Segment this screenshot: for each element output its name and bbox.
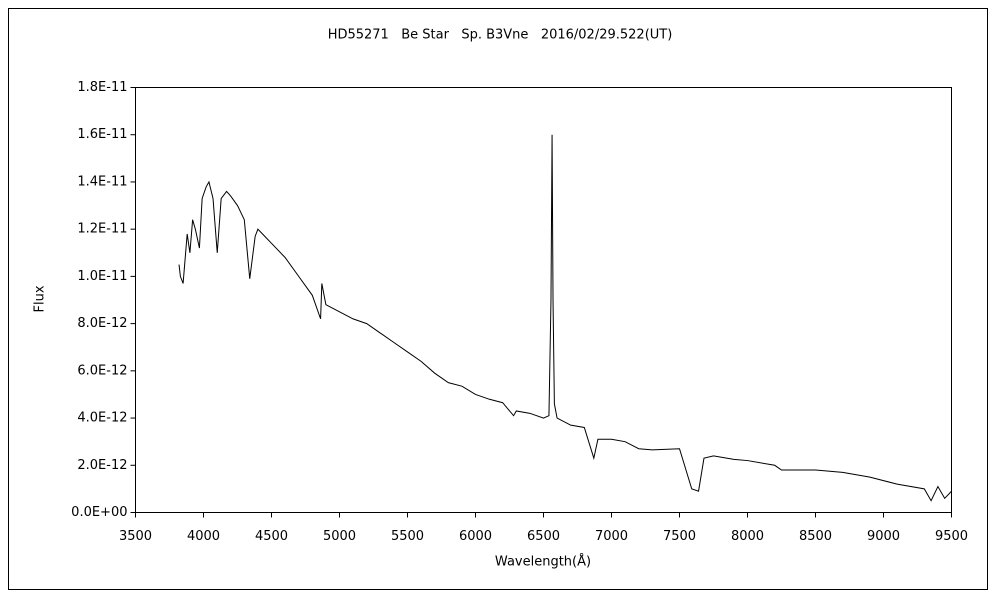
- x-tick-label: 7500: [663, 529, 696, 544]
- frame: [8, 8, 988, 590]
- x-tick-label: 6500: [527, 529, 560, 544]
- y-tick-label: 0.0E+00: [71, 505, 127, 520]
- x-tick-label: 8500: [799, 529, 832, 544]
- y-tick-label: 4.0E-12: [77, 411, 127, 426]
- x-tick-label: 4000: [187, 529, 220, 544]
- x-tick-label: 4500: [255, 529, 288, 544]
- x-tick-label: 3500: [119, 529, 152, 544]
- y-tick-label: 6.0E-12: [77, 363, 127, 378]
- y-tick-label: 1.2E-11: [77, 222, 127, 237]
- x-tick-label: 6000: [459, 529, 492, 544]
- x-tick-label: 9500: [935, 529, 968, 544]
- y-tick-label: 1.0E-11: [77, 269, 127, 284]
- spectrum-line: [178, 134, 952, 502]
- x-tick-label: 5000: [323, 529, 356, 544]
- x-tick-label: 7000: [595, 529, 628, 544]
- x-tick-label: 8000: [731, 529, 764, 544]
- y-tick-label: 2.0E-12: [77, 458, 127, 473]
- y-axis-label: Flux: [33, 285, 48, 312]
- chart-title: HD55271 Be Star Sp. B3Vne 2016/02/29.522…: [328, 28, 673, 43]
- x-tick-label: 5500: [391, 529, 424, 544]
- x-tick-label: 9000: [867, 529, 900, 544]
- y-tick-label: 1.6E-11: [77, 127, 127, 142]
- y-tick-label: 8.0E-12: [77, 316, 127, 331]
- y-tick-label: 1.4E-11: [77, 174, 127, 189]
- y-tick-label: 1.8E-11: [77, 80, 127, 95]
- x-axis-label: Wavelength(Å): [495, 554, 591, 570]
